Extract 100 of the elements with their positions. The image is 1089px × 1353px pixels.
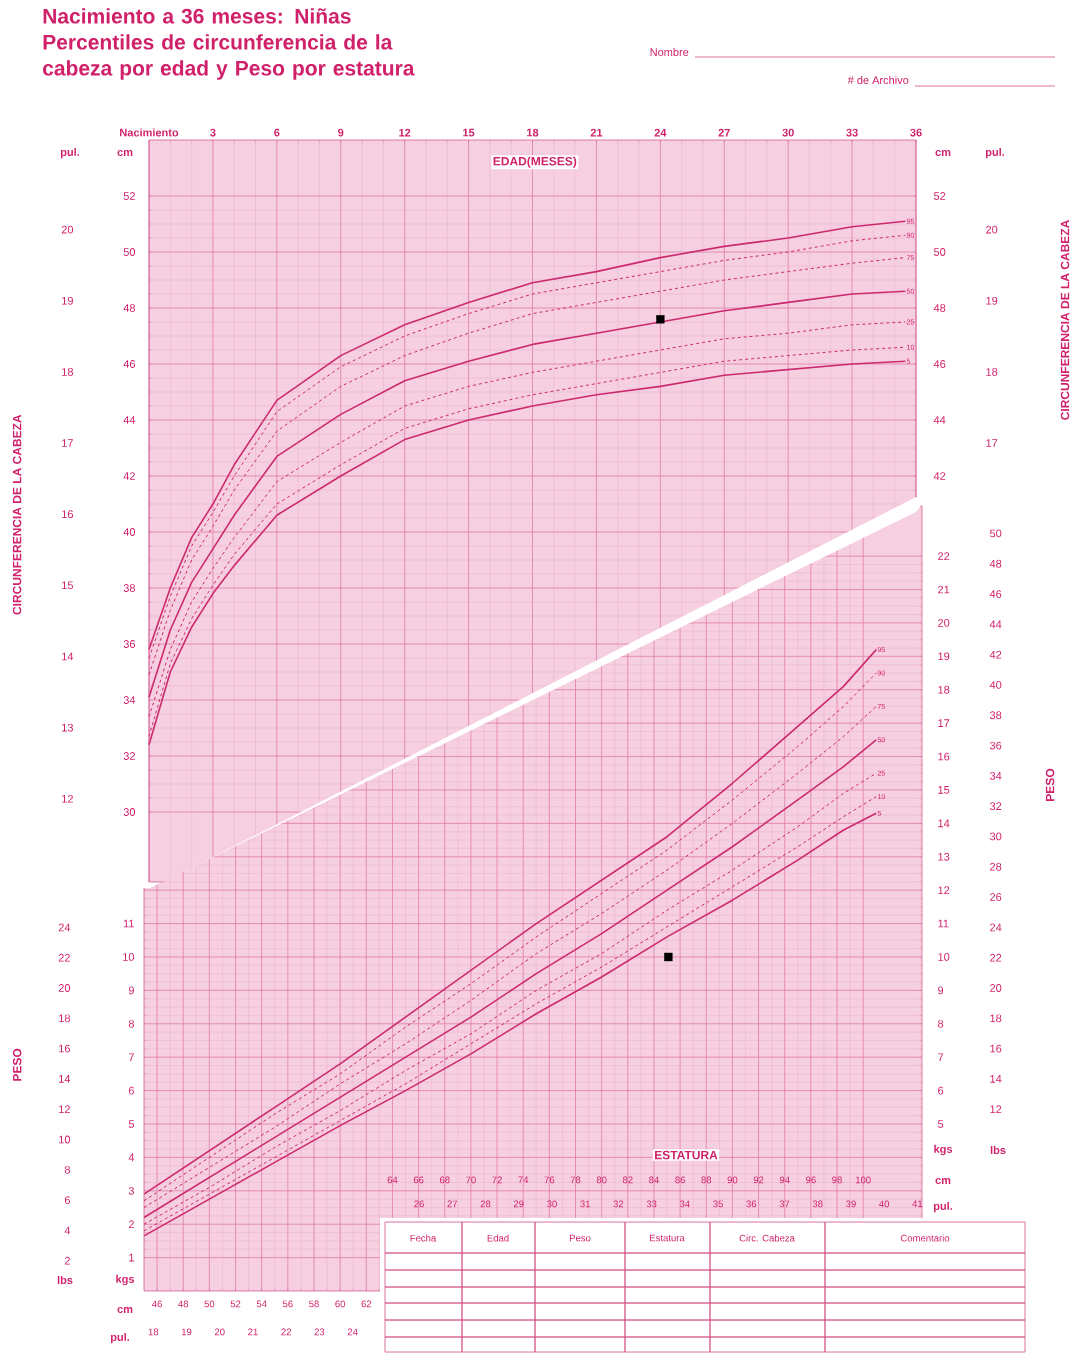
y-tick-label: 19 bbox=[938, 652, 950, 661]
y-tick-label: 14 bbox=[59, 1075, 71, 1083]
x2-tick-label: 19 bbox=[181, 1328, 192, 1336]
x-tick-label: 90 bbox=[727, 1176, 738, 1184]
y-tick-label: 7 bbox=[938, 1053, 944, 1061]
y3-tick-label: 44 bbox=[123, 416, 136, 424]
y-tick-label: 22 bbox=[938, 552, 950, 560]
y2-tick-label: 30 bbox=[989, 832, 1002, 841]
x-tick-label: 68 bbox=[439, 1176, 450, 1184]
y-tick-label: 16 bbox=[938, 752, 950, 761]
x2-tick-label: 36 bbox=[746, 1200, 757, 1208]
y-tick-label: 20 bbox=[61, 225, 74, 234]
y-tick-label: 10 bbox=[59, 1135, 71, 1144]
y-tick-label: 21 bbox=[938, 585, 950, 594]
y3-tick-label: 34 bbox=[123, 696, 136, 704]
x-tick-label: 76 bbox=[544, 1176, 555, 1184]
y2-tick-label: 28 bbox=[990, 862, 1002, 871]
x-axis-title: EDAD(MESES) bbox=[493, 156, 577, 168]
y-tick-label: 12 bbox=[938, 886, 950, 894]
y2-tick-label: 12 bbox=[990, 1105, 1002, 1114]
y-axis-title: PESO bbox=[12, 1048, 22, 1081]
y2-tick-label: 48 bbox=[989, 559, 1002, 568]
annotation: Estatura bbox=[650, 1234, 685, 1242]
x-tick-label: 92 bbox=[753, 1176, 764, 1184]
x-tick-label: 58 bbox=[309, 1300, 319, 1308]
x-tick-label: 48 bbox=[178, 1300, 189, 1308]
x2-tick-label: 23 bbox=[314, 1328, 325, 1336]
text: kgs bbox=[934, 1144, 953, 1156]
y-tick-label: 6 bbox=[938, 1086, 944, 1095]
y2-axis-title: PESO bbox=[1045, 768, 1055, 801]
y-tick-label: 48 bbox=[933, 304, 946, 312]
y-tick-label: 20 bbox=[58, 984, 71, 992]
x-tick-label: 86 bbox=[675, 1176, 685, 1184]
y-tick-label: 16 bbox=[59, 1044, 70, 1053]
text: cm bbox=[117, 1307, 133, 1314]
y3-tick-label: 32 bbox=[123, 752, 135, 760]
x-tick-label: 78 bbox=[570, 1176, 581, 1184]
x-tick-label: 15 bbox=[463, 128, 475, 137]
y-tick-label: 13 bbox=[62, 723, 73, 732]
text: pul. bbox=[933, 1201, 953, 1213]
x2-tick-label: 37 bbox=[779, 1200, 790, 1208]
y-tick-label: 4 bbox=[64, 1226, 71, 1235]
y-tick-label: 5 bbox=[937, 1120, 944, 1128]
y-tick-label: 8 bbox=[64, 1165, 70, 1174]
y-tick-label: 15 bbox=[62, 581, 74, 590]
y-tick-label: 14 bbox=[938, 819, 950, 828]
x-tick-label: 80 bbox=[596, 1176, 607, 1184]
y2-tick-label: 46 bbox=[989, 590, 1002, 598]
y-tick-label: 2 bbox=[64, 1256, 70, 1265]
x-axis-title: ESTATURA bbox=[655, 1150, 718, 1160]
y-tick-label: 14 bbox=[62, 652, 74, 661]
y-tick-label: 19 bbox=[62, 296, 73, 305]
x-tick-label: 12 bbox=[399, 128, 411, 137]
x2-tick-label: 30 bbox=[547, 1200, 557, 1208]
y-tick-label: 42 bbox=[933, 472, 946, 480]
y2-tick-label: 38 bbox=[989, 711, 1002, 720]
y-tick-label: 11 bbox=[938, 919, 949, 928]
x-tick-label: 82 bbox=[622, 1176, 633, 1184]
text: cm bbox=[935, 149, 951, 157]
y-tick-label: 24 bbox=[58, 923, 71, 932]
x-tick-label: 46 bbox=[152, 1300, 162, 1308]
y2-tick-label: 50 bbox=[989, 529, 1002, 538]
y3-tick-label: 42 bbox=[123, 472, 135, 480]
y3-tick-label: 3 bbox=[128, 1186, 134, 1195]
y3-tick-label: 36 bbox=[123, 640, 135, 648]
y-tick-label: 18 bbox=[62, 368, 73, 376]
y2-axis-title: CIRCUNFERENCIA DE LA CABEZA bbox=[1060, 220, 1070, 420]
chart-title: Nacimiento a 36 meses: Niñas bbox=[43, 8, 351, 24]
x2-tick-label: 20 bbox=[214, 1328, 225, 1336]
x-tick-label: 27 bbox=[718, 128, 730, 137]
text: lbs bbox=[990, 1145, 1006, 1155]
x-tick-label: 64 bbox=[387, 1176, 398, 1184]
x2-tick-label: 27 bbox=[447, 1200, 458, 1208]
x-tick-label: Nacimiento bbox=[120, 128, 179, 137]
x-tick-label: 56 bbox=[282, 1300, 293, 1308]
y3-tick-label: 4 bbox=[128, 1153, 135, 1162]
text: cm bbox=[935, 1178, 951, 1185]
y-tick-label: 10 bbox=[938, 953, 950, 961]
y-tick-label: 20 bbox=[938, 619, 950, 627]
y3-tick-label: 50 bbox=[123, 248, 136, 256]
y3-tick-label: 5 bbox=[128, 1120, 135, 1128]
y3-tick-label: 52 bbox=[123, 192, 135, 200]
x-tick-label: 70 bbox=[466, 1176, 476, 1184]
y3-tick-label: 10 bbox=[123, 953, 135, 961]
y-tick-label: 8 bbox=[938, 1019, 944, 1028]
y-tick-label: 17 bbox=[938, 719, 950, 727]
x-tick-label: 6 bbox=[274, 128, 280, 137]
y2-tick-label: 26 bbox=[990, 893, 1002, 901]
y3-tick-label: 30 bbox=[123, 808, 136, 816]
x-tick-label: 18 bbox=[527, 128, 539, 137]
chart-subtitle: Percentiles de circunferencia de la cabeza por edad y Peso por estatura bbox=[43, 34, 415, 80]
x2-tick-label: 29 bbox=[513, 1200, 524, 1208]
x-tick-label: 94 bbox=[779, 1176, 790, 1184]
y2-tick-label: 40 bbox=[989, 681, 1002, 689]
x-tick-label: 72 bbox=[492, 1176, 502, 1184]
x-tick-label: 62 bbox=[361, 1300, 372, 1308]
x2-tick-label: 41 bbox=[912, 1200, 923, 1208]
y2-tick-label: 20 bbox=[990, 984, 1002, 992]
y2-tick-label: 20 bbox=[986, 225, 998, 234]
x2-tick-label: 18 bbox=[148, 1328, 159, 1336]
